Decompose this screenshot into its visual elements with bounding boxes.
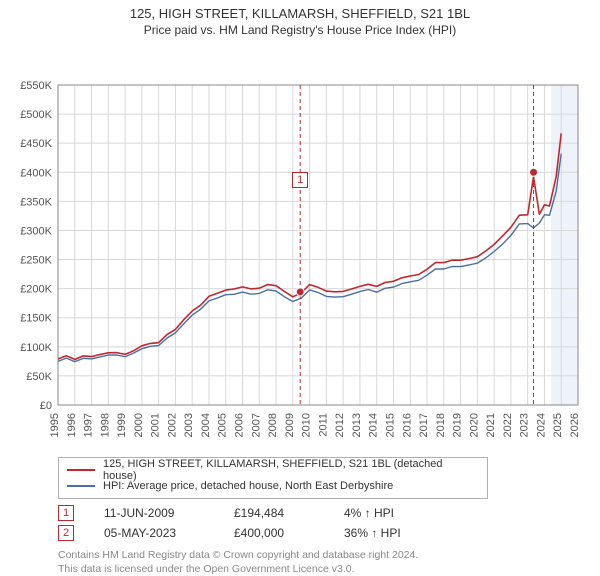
svg-text:1998: 1998 [99, 413, 111, 437]
svg-text:£100K: £100K [20, 342, 52, 354]
transaction-pct: 4% ↑ HPI [344, 506, 464, 520]
svg-text:£150K: £150K [20, 313, 52, 325]
chart-svg: £0 £50K £100K £150K £200K £250K £300K £350K £400… [0, 41, 600, 451]
transaction-price: £194,484 [234, 506, 344, 520]
svg-text:1995: 1995 [49, 413, 61, 437]
license-line-1: Contains HM Land Registry data © Crown c… [58, 549, 600, 563]
transaction-marker: 1 [58, 505, 74, 521]
transaction-rows: 1 11-JUN-2009£194,4844% ↑ HPI 2 05-MAY-2023… [58, 503, 600, 543]
transaction-row: 1 11-JUN-2009£194,4844% ↑ HPI [58, 503, 600, 523]
svg-text:2019: 2019 [452, 413, 464, 437]
legend: 125, HIGH STREET, KILLAMARSH, SHEFFIELD,… [58, 457, 488, 499]
chart-marker-1: 1 [292, 172, 308, 188]
svg-text:2024: 2024 [535, 413, 547, 437]
svg-text:2017: 2017 [418, 413, 430, 437]
svg-text:£250K: £250K [20, 255, 52, 267]
svg-text:2013: 2013 [351, 413, 363, 437]
svg-text:2000: 2000 [133, 413, 145, 437]
legend-swatch [67, 485, 95, 487]
svg-text:2020: 2020 [468, 413, 480, 437]
legend-label: HPI: Average price, detached house, Nort… [103, 480, 393, 492]
svg-text:2003: 2003 [183, 413, 195, 437]
svg-text:£0: £0 [40, 400, 52, 412]
svg-text:2012: 2012 [334, 413, 346, 437]
svg-text:£300K: £300K [20, 225, 52, 237]
svg-text:£200K: £200K [20, 284, 52, 296]
svg-text:2021: 2021 [485, 413, 497, 437]
legend-item: 125, HIGH STREET, KILLAMARSH, SHEFFIELD,… [67, 462, 479, 478]
svg-text:2026: 2026 [569, 413, 581, 437]
svg-text:2007: 2007 [250, 413, 262, 437]
svg-text:2022: 2022 [502, 413, 514, 437]
chart-title: 125, HIGH STREET, KILLAMARSH, SHEFFIELD,… [0, 6, 600, 21]
svg-text:£350K: £350K [20, 196, 52, 208]
svg-text:2016: 2016 [401, 413, 413, 437]
svg-text:2005: 2005 [217, 413, 229, 437]
chart-subtitle: Price paid vs. HM Land Registry's House … [0, 23, 600, 37]
svg-text:2001: 2001 [150, 413, 162, 437]
svg-text:£400K: £400K [20, 167, 52, 179]
svg-text:2014: 2014 [368, 413, 380, 437]
svg-text:£450K: £450K [20, 138, 52, 150]
svg-text:2009: 2009 [284, 413, 296, 437]
legend-swatch [67, 469, 95, 471]
svg-text:£550K: £550K [20, 80, 52, 92]
license-line-2: This data is licensed under the Open Gov… [58, 563, 600, 576]
svg-text:2008: 2008 [267, 413, 279, 437]
svg-text:2010: 2010 [301, 413, 313, 437]
svg-text:2025: 2025 [552, 413, 564, 437]
svg-text:2011: 2011 [317, 413, 329, 437]
svg-text:2004: 2004 [200, 413, 212, 437]
svg-text:£500K: £500K [20, 109, 52, 121]
svg-text:1996: 1996 [66, 413, 78, 437]
svg-text:1997: 1997 [83, 413, 95, 437]
transaction-date: 05-MAY-2023 [104, 526, 234, 540]
svg-text:2006: 2006 [234, 413, 246, 437]
svg-text:1999: 1999 [116, 413, 128, 437]
transaction-pct: 36% ↑ HPI [344, 526, 464, 540]
license-text: Contains HM Land Registry data © Crown c… [58, 549, 600, 576]
svg-text:£50K: £50K [26, 371, 52, 383]
svg-text:2018: 2018 [435, 413, 447, 437]
svg-text:2023: 2023 [519, 413, 531, 437]
chart-area: £0 £50K £100K £150K £200K £250K £300K £350K £400… [0, 41, 600, 451]
transaction-row: 2 05-MAY-2023£400,00036% ↑ HPI [58, 523, 600, 543]
svg-text:2015: 2015 [384, 413, 396, 437]
transaction-date: 11-JUN-2009 [104, 506, 234, 520]
transaction-price: £400,000 [234, 526, 344, 540]
legend-label: 125, HIGH STREET, KILLAMARSH, SHEFFIELD,… [103, 458, 479, 482]
transaction-marker: 2 [58, 525, 74, 541]
svg-text:2002: 2002 [166, 413, 178, 437]
